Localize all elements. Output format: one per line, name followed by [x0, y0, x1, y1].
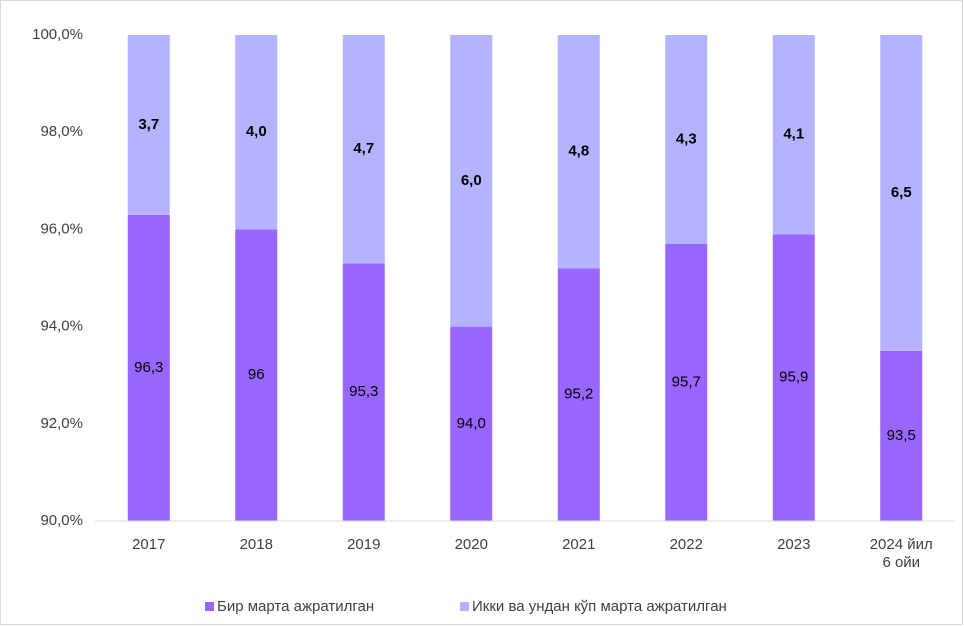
bar-segment [127, 214, 170, 521]
bar-segment [342, 35, 385, 264]
y-tick-label: 98,0% [40, 123, 83, 140]
value-label: 95,7 [672, 373, 701, 390]
value-label: 4,8 [568, 143, 589, 160]
bar-segment [557, 268, 600, 521]
x-tick-label: 2021 [562, 536, 595, 553]
x-tick-label: 2017 [132, 536, 165, 553]
bar-segment [880, 35, 923, 351]
x-tick-label: 2024 йил 6 ойи [870, 536, 933, 571]
y-tick-label: 90,0% [40, 512, 83, 529]
legend-label: Бир марта ажратилган [217, 598, 374, 615]
value-label: 6,5 [891, 184, 912, 201]
bar-segment [342, 263, 385, 521]
value-label: 4,0 [246, 123, 267, 140]
bar-segment [235, 35, 278, 230]
bar-segment [235, 229, 278, 521]
value-label: 94,0 [457, 415, 486, 432]
value-label: 93,5 [887, 427, 916, 444]
legend-swatch [460, 602, 469, 611]
x-tick-label: 2022 [670, 536, 703, 553]
x-tick-label: 2023 [777, 536, 810, 553]
bar-segment [665, 243, 708, 522]
x-tick-label: 2019 [347, 536, 380, 553]
bar-segment [772, 234, 815, 521]
value-label: 3,7 [138, 116, 159, 133]
value-label: 4,7 [353, 140, 374, 157]
legend-swatch [205, 602, 214, 611]
legend-label: Икки ва ундан кўп марта ажратилган [472, 598, 727, 615]
y-tick-label: 96,0% [40, 220, 83, 237]
bar-segment [557, 35, 600, 269]
x-tick-label: 2020 [455, 536, 488, 553]
value-label: 4,1 [783, 126, 804, 143]
bar-segment [772, 35, 815, 235]
bar-segment [450, 35, 493, 327]
value-label: 95,3 [349, 383, 378, 400]
y-tick-label: 94,0% [40, 318, 83, 335]
bar-segment [450, 326, 493, 521]
value-label: 96 [248, 366, 265, 383]
bar-segment [880, 350, 923, 521]
value-label: 96,3 [134, 359, 163, 376]
y-tick-label: 100,0% [32, 26, 83, 43]
bar-segment [665, 35, 708, 244]
value-label: 95,2 [564, 386, 593, 403]
y-tick-label: 92,0% [40, 415, 83, 432]
value-label: 95,9 [779, 369, 808, 386]
x-tick-label: 2018 [240, 536, 273, 553]
value-label: 6,0 [461, 172, 482, 189]
bar-segment [127, 35, 170, 215]
value-label: 4,3 [676, 130, 697, 147]
